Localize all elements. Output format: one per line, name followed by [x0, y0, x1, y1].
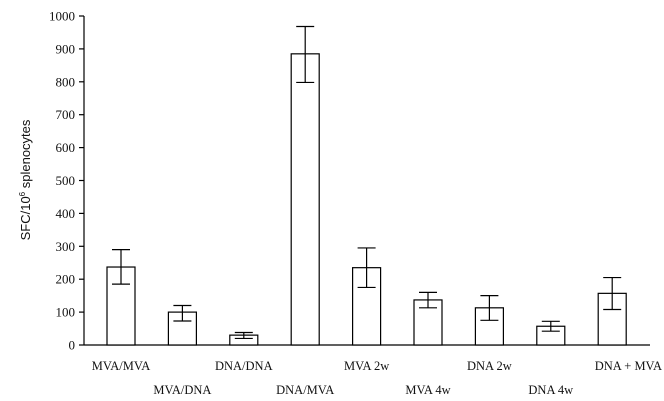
- y-tick-label: 500: [56, 173, 76, 188]
- y-axis: 0 100 200 300 400 500 600 700 800 900 1000: [49, 9, 85, 353]
- y-tick-label: 100: [56, 305, 76, 320]
- category-label: MVA 4w: [405, 383, 450, 397]
- y-tick-label: 1000: [49, 9, 75, 24]
- y-tick-label: 0: [69, 338, 76, 353]
- bar-series: [106, 53, 627, 346]
- y-title-prefix: SFC/10: [18, 196, 33, 240]
- y-tick-label: 800: [56, 74, 76, 89]
- y-axis-title: SFC/106 splenocytes: [18, 119, 33, 240]
- category-label: MVA/DNA: [153, 383, 211, 397]
- category-label: DNA 4w: [528, 383, 573, 397]
- category-label: DNA/MVA: [276, 383, 334, 397]
- category-label: MVA/MVA: [92, 359, 151, 373]
- y-tick-label: 200: [56, 272, 76, 287]
- y-title-superscript: 6: [18, 191, 27, 196]
- category-label: DNA + MVA: [595, 359, 662, 373]
- y-tick-label: 700: [56, 107, 76, 122]
- category-label: DNA 2w: [467, 359, 512, 373]
- category-label: MVA 2w: [344, 359, 389, 373]
- svg-text:SFC/106 splenocytes: SFC/106 splenocytes: [18, 119, 33, 240]
- y-tick-label: 300: [56, 239, 76, 254]
- y-tick-label: 600: [56, 140, 76, 155]
- y-tick-label: 400: [56, 206, 76, 221]
- bar: [290, 53, 320, 346]
- category-label: DNA/DNA: [215, 359, 273, 373]
- y-tick-label: 900: [56, 41, 76, 56]
- y-title-suffix: splenocytes: [18, 119, 33, 192]
- error-bars: [112, 25, 622, 340]
